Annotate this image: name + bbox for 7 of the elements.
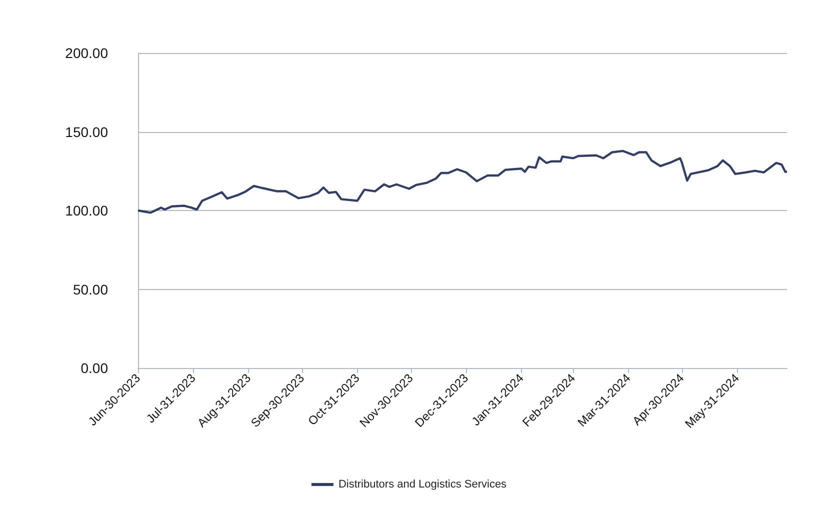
legend-label: Distributors and Logistics Services <box>338 478 508 490</box>
y-tick-label: 100.00 <box>65 202 108 218</box>
y-tick-label: 50.00 <box>72 281 108 298</box>
line-series <box>136 150 788 214</box>
y-tick-label: 0.00 <box>80 360 108 376</box>
y-tick-label: 150.00 <box>65 124 108 140</box>
y-tick-label: 200.00 <box>65 45 108 61</box>
